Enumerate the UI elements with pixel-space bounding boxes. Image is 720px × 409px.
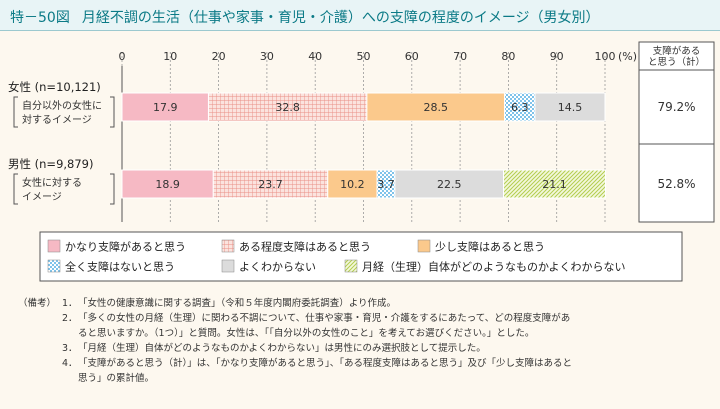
bar-segment — [503, 169, 606, 199]
stacked-bar-chart: 0 10 20 30 40 50 60 70 80 90 100 (%) 17.9 32.8 28.5 6.… — [8, 41, 715, 282]
side-value: 52.8% — [657, 177, 695, 191]
x-tick-label: 0 — [119, 50, 126, 63]
legend-label: ある程度支障はあると思う — [239, 240, 371, 254]
notes-lead: （備考） — [18, 298, 57, 309]
row-label: 男性 (n=9,879) — [8, 157, 93, 171]
note-number: 1． — [62, 298, 78, 309]
data-label: 3.7 — [377, 178, 395, 191]
legend-box — [39, 231, 683, 282]
figure-title: 特－50図 月経不調の生活（仕事や家事・育児・介護）への支障の程度のイメージ（男女… — [10, 7, 600, 27]
x-tick-label: 70 — [453, 50, 467, 63]
bar-segment — [121, 92, 209, 122]
x-tick-label: 20 — [212, 50, 226, 63]
sublabel-bracket-left — [13, 173, 18, 205]
data-label: 14.5 — [558, 101, 583, 114]
legend-swatch — [221, 239, 235, 253]
x-unit-label: (%) — [618, 50, 637, 63]
figure-title-bar: 特－50図 月経不調の生活（仕事や家事・育児・介護）への支障の程度のイメージ（男女… — [0, 0, 720, 31]
note-number: 4． — [62, 358, 78, 369]
data-label: 21.1 — [542, 178, 567, 191]
note-text: ると思いますか。（1つ）」と質問。女性は、「「自分以外の女性のこと」を考えてお選… — [78, 328, 535, 339]
x-tick-label: 30 — [260, 50, 274, 63]
legend-swatch — [47, 239, 61, 253]
data-label: 32.8 — [275, 101, 300, 114]
note-text: 「月経（生理）自体がどのようなものかよくわからない」は男性にのみ選択肢として提示… — [78, 343, 486, 354]
side-value: 79.2% — [657, 100, 695, 114]
sublabel-bracket-left — [13, 96, 18, 128]
legend-label: 全く支障はないと思う — [65, 260, 175, 274]
notes: （備考） 1． 「女性の健康意識に関する調査」（令和５年度内閣府委託調査）より作成。… — [0, 296, 720, 386]
bar-segment — [504, 92, 536, 122]
bar-segment — [212, 169, 329, 199]
data-label: 22.5 — [437, 178, 462, 191]
sublabel-bracket-right — [110, 96, 115, 128]
x-tick-label: 50 — [357, 50, 371, 63]
note-text: 「女性の健康意識に関する調査」（令和５年度内閣府委託調査）より作成。 — [78, 298, 397, 309]
side-box — [638, 41, 715, 223]
x-tick-label: 10 — [163, 50, 177, 63]
bar-segment — [366, 92, 506, 122]
bar-segment — [394, 169, 505, 199]
legend-swatch — [47, 259, 61, 273]
note-text: 思う」の累計値。 — [78, 373, 155, 384]
note-text: 「支障があると思う（計）」は、「かなり支障があると思う」、「ある程度支障はあると… — [78, 358, 573, 369]
note-item: （備考） 1． 「女性の健康意識に関する調査」（令和５年度内閣府委託調査）より作成。 — [0, 296, 720, 311]
x-tick-label: 60 — [405, 50, 419, 63]
side-box-header: と思う（計） — [648, 56, 705, 68]
legend-label: よくわからない — [239, 261, 316, 274]
note-text: 「多くの女性の月経（生理）に関わる不調について、仕事や家事・育児・介護をするにあ… — [78, 313, 571, 324]
legend-label: かなり支障があると思う — [65, 240, 186, 254]
data-label: 23.7 — [258, 178, 283, 191]
row-sublabel: 対するイメージ — [22, 113, 92, 126]
legend-swatch — [417, 239, 431, 253]
row-label: 女性 (n=10,121) — [8, 80, 101, 94]
note-item: 4． 「支障があると思う（計）」は、「かなり支障があると思う」、「ある程度支障はあ… — [0, 356, 720, 386]
figure-title-text: 月経不調の生活（仕事や家事・育児・介護）への支障の程度のイメージ（男女別） — [81, 10, 600, 26]
note-number: 3． — [62, 343, 78, 354]
legend-swatch — [221, 259, 235, 273]
x-tick-label: 80 — [501, 50, 515, 63]
legend-label: 少し支障はあると思う — [435, 240, 545, 254]
data-label: 10.2 — [340, 178, 365, 191]
row-sublabel: 自分以外の女性に — [22, 99, 102, 112]
row-sublabel: イメージ — [22, 192, 62, 203]
bar-segment — [207, 92, 368, 122]
side-box-header: 支障がある — [653, 45, 701, 57]
bar-segment — [121, 169, 214, 199]
x-tick-label: 100 — [595, 50, 616, 63]
sublabel-bracket-right — [110, 173, 115, 205]
data-label: 18.9 — [155, 178, 180, 191]
bar-segment — [534, 92, 606, 122]
note-number: 2． — [62, 313, 78, 324]
note-item: 2． 「多くの女性の月経（生理）に関わる不調について、仕事や家事・育児・介護をする… — [0, 311, 720, 341]
note-item: 3． 「月経（生理）自体がどのようなものかよくわからない」は男性にのみ選択肢として… — [0, 341, 720, 356]
legend-swatch — [344, 259, 358, 273]
data-label: 17.9 — [153, 101, 178, 114]
data-label: 28.5 — [423, 101, 448, 114]
row-sublabel: 女性に対する — [22, 176, 82, 189]
x-tick-label: 40 — [308, 50, 322, 63]
data-label: 6.3 — [511, 101, 529, 114]
x-tick-label: 90 — [550, 50, 564, 63]
legend-label: 月経（生理）自体がどのようなものかよくわからない — [362, 260, 625, 274]
figure-number: 特－50図 — [10, 10, 70, 26]
